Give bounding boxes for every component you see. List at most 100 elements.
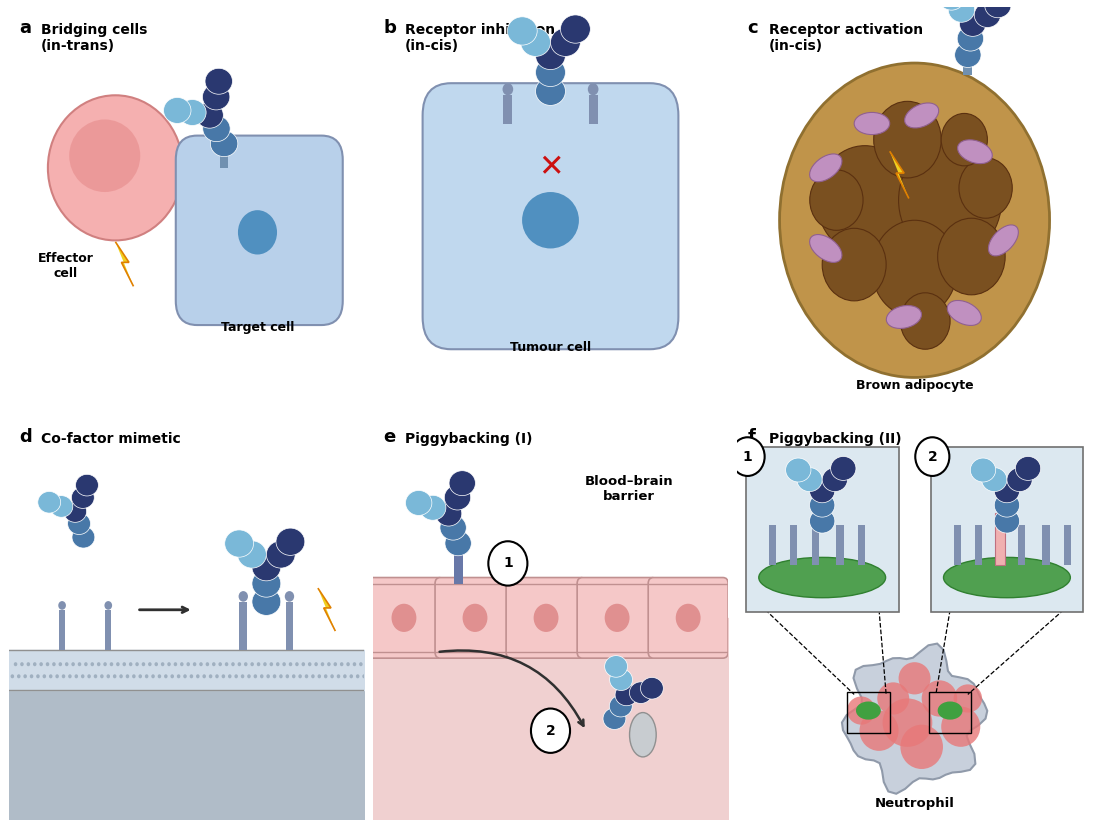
Ellipse shape xyxy=(797,468,822,491)
Circle shape xyxy=(23,674,26,678)
Text: c: c xyxy=(748,19,759,36)
Circle shape xyxy=(212,662,216,667)
Ellipse shape xyxy=(855,701,881,719)
Circle shape xyxy=(97,662,100,667)
Ellipse shape xyxy=(462,604,488,632)
Polygon shape xyxy=(116,242,133,287)
Ellipse shape xyxy=(958,140,992,164)
Ellipse shape xyxy=(435,501,461,526)
Ellipse shape xyxy=(809,479,835,503)
Circle shape xyxy=(119,674,123,678)
Ellipse shape xyxy=(780,63,1049,377)
Circle shape xyxy=(302,662,305,667)
Ellipse shape xyxy=(522,192,579,249)
Ellipse shape xyxy=(445,485,471,510)
Circle shape xyxy=(359,662,362,667)
Circle shape xyxy=(116,662,120,667)
Circle shape xyxy=(244,662,248,667)
Circle shape xyxy=(72,662,75,667)
Ellipse shape xyxy=(901,724,942,769)
Circle shape xyxy=(337,674,340,678)
Circle shape xyxy=(30,674,33,678)
Circle shape xyxy=(312,674,315,678)
Circle shape xyxy=(260,674,263,678)
Bar xyxy=(1043,525,1049,566)
Circle shape xyxy=(132,674,135,678)
Ellipse shape xyxy=(210,131,238,157)
Ellipse shape xyxy=(550,28,580,56)
Circle shape xyxy=(151,674,155,678)
Ellipse shape xyxy=(982,468,1007,491)
Bar xyxy=(239,601,248,650)
Ellipse shape xyxy=(959,12,985,36)
Circle shape xyxy=(225,662,228,667)
Ellipse shape xyxy=(609,695,632,717)
Circle shape xyxy=(263,662,266,667)
Circle shape xyxy=(962,43,973,55)
Text: 1: 1 xyxy=(743,449,752,463)
Circle shape xyxy=(46,662,50,667)
Ellipse shape xyxy=(603,708,625,729)
Circle shape xyxy=(215,674,219,678)
Circle shape xyxy=(531,709,570,752)
Ellipse shape xyxy=(252,588,281,615)
Ellipse shape xyxy=(252,553,281,581)
Ellipse shape xyxy=(266,541,295,568)
Ellipse shape xyxy=(37,491,61,513)
Ellipse shape xyxy=(392,604,416,632)
Circle shape xyxy=(257,662,260,667)
Text: Target cell: Target cell xyxy=(221,321,294,334)
Ellipse shape xyxy=(809,493,835,517)
Circle shape xyxy=(55,674,58,678)
Circle shape xyxy=(40,662,43,667)
Circle shape xyxy=(218,662,222,667)
Circle shape xyxy=(285,674,290,678)
Circle shape xyxy=(174,662,177,667)
Bar xyxy=(791,525,797,566)
Circle shape xyxy=(349,674,353,678)
Circle shape xyxy=(100,674,103,678)
Bar xyxy=(285,601,293,650)
Ellipse shape xyxy=(445,531,471,556)
Ellipse shape xyxy=(508,17,537,45)
Circle shape xyxy=(292,674,295,678)
Ellipse shape xyxy=(238,541,266,568)
Ellipse shape xyxy=(809,170,863,230)
Bar xyxy=(768,525,776,566)
Circle shape xyxy=(235,674,238,678)
Ellipse shape xyxy=(947,301,981,325)
FancyBboxPatch shape xyxy=(745,447,898,612)
Circle shape xyxy=(81,674,85,678)
Ellipse shape xyxy=(822,228,886,301)
Circle shape xyxy=(43,674,46,678)
Circle shape xyxy=(139,674,142,678)
Ellipse shape xyxy=(957,26,983,51)
Ellipse shape xyxy=(984,0,1011,17)
Circle shape xyxy=(250,662,254,667)
Ellipse shape xyxy=(449,471,476,496)
Text: 1: 1 xyxy=(503,557,513,571)
Ellipse shape xyxy=(809,235,842,263)
Circle shape xyxy=(78,662,81,667)
Circle shape xyxy=(189,674,193,678)
Circle shape xyxy=(110,662,113,667)
Ellipse shape xyxy=(944,558,1070,598)
Circle shape xyxy=(14,662,18,667)
Bar xyxy=(503,95,512,124)
Circle shape xyxy=(52,662,56,667)
Bar xyxy=(454,544,462,584)
Text: Brown adipocyte: Brown adipocyte xyxy=(855,379,973,392)
Circle shape xyxy=(90,662,94,667)
Circle shape xyxy=(171,674,174,678)
Bar xyxy=(837,525,843,566)
Circle shape xyxy=(209,674,212,678)
Circle shape xyxy=(288,662,292,667)
Ellipse shape xyxy=(974,2,1001,27)
Circle shape xyxy=(105,601,112,610)
Bar xyxy=(589,95,598,124)
Circle shape xyxy=(129,662,132,667)
Circle shape xyxy=(135,662,139,667)
Circle shape xyxy=(366,662,369,667)
Circle shape xyxy=(145,674,149,678)
Ellipse shape xyxy=(534,604,558,632)
